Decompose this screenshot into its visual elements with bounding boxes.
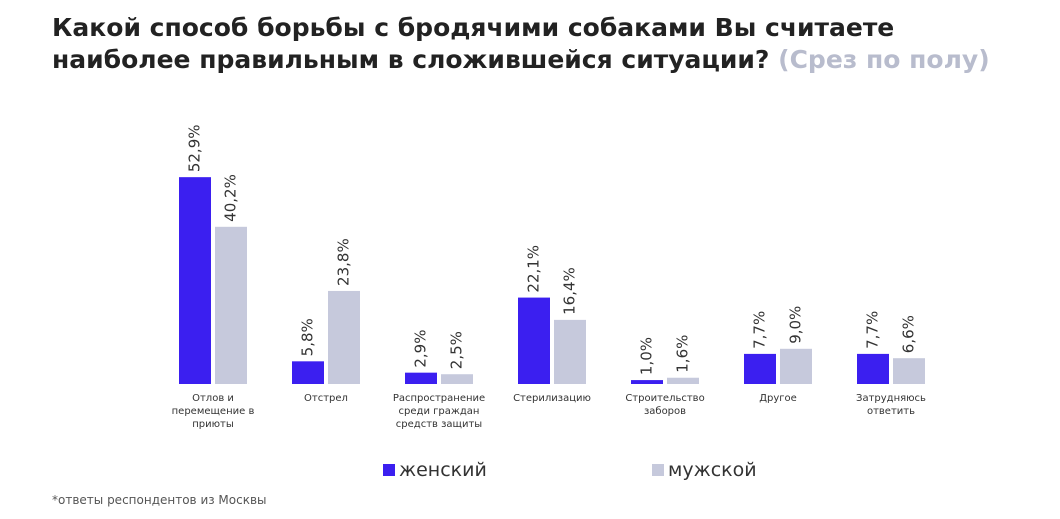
value-label: 2,9% bbox=[412, 330, 430, 368]
value-label: 52,9% bbox=[186, 125, 204, 173]
value-label: 23,8% bbox=[335, 238, 353, 286]
bar bbox=[631, 380, 663, 384]
x-tick-label: Отстрел bbox=[304, 393, 348, 404]
x-tick-label: Распространение среди граждан средств за… bbox=[392, 393, 486, 430]
bar bbox=[518, 297, 550, 384]
bar bbox=[441, 374, 473, 384]
bar bbox=[667, 377, 699, 384]
value-label: 1,0% bbox=[638, 337, 656, 375]
value-label: 40,2% bbox=[222, 174, 240, 222]
value-label: 22,1% bbox=[525, 245, 543, 293]
footnote: *ответы респондентов из Москвы bbox=[52, 493, 267, 507]
value-label: 5,8% bbox=[299, 318, 317, 356]
bar bbox=[215, 226, 247, 384]
x-tick-label: Затрудняюсь ответить bbox=[856, 393, 926, 417]
bar bbox=[328, 290, 360, 384]
legend-item: женский bbox=[383, 459, 487, 481]
bar bbox=[179, 177, 211, 384]
title-block: Какой способ борьбы с бродячими собаками… bbox=[52, 12, 1012, 76]
bar bbox=[780, 348, 812, 384]
bar bbox=[554, 319, 586, 384]
value-label: 6,6% bbox=[900, 315, 918, 353]
bar bbox=[405, 372, 437, 384]
x-tick-label: Стерилизацию bbox=[513, 393, 591, 404]
bar bbox=[857, 353, 889, 384]
value-label: 2,5% bbox=[448, 331, 466, 369]
legend-swatch bbox=[383, 464, 395, 476]
value-label: 7,7% bbox=[864, 311, 882, 349]
chart-title: Какой способ борьбы с бродячими собаками… bbox=[52, 13, 895, 74]
legend-item: мужской bbox=[652, 459, 757, 481]
bar bbox=[744, 353, 776, 384]
value-label: 1,6% bbox=[674, 335, 692, 373]
value-label: 7,7% bbox=[751, 311, 769, 349]
bar bbox=[292, 361, 324, 384]
legend-label: мужской bbox=[668, 459, 757, 481]
legend-swatch bbox=[652, 464, 664, 476]
x-tick-label: Отлов и перемещение в приюты bbox=[171, 393, 255, 430]
value-label: 16,4% bbox=[561, 267, 579, 315]
bar bbox=[893, 358, 925, 384]
x-tick-label: Строительство заборов bbox=[625, 393, 705, 417]
x-tick-label: Другое bbox=[759, 393, 797, 404]
chart-subtitle: (Срез по полу) bbox=[778, 45, 990, 74]
legend-label: женский bbox=[399, 459, 487, 481]
value-label: 9,0% bbox=[787, 306, 805, 344]
